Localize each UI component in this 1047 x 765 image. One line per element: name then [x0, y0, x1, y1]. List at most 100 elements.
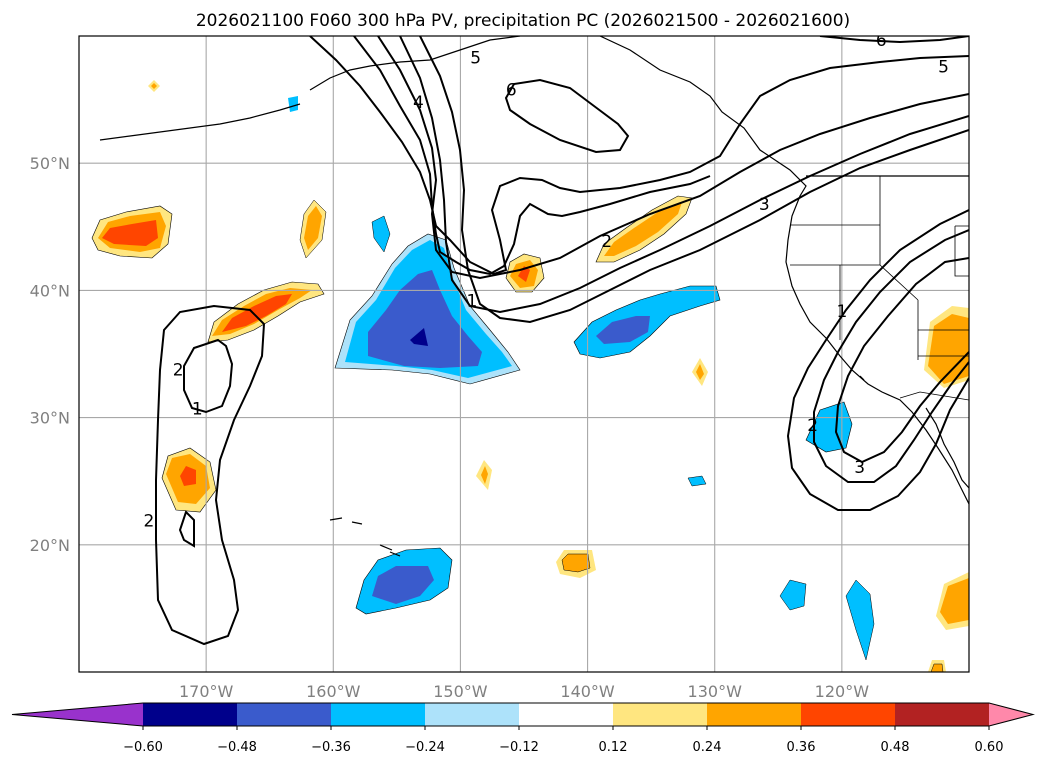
precip-region-small-blue-1 — [371, 215, 391, 253]
lat-tick-label-1: 40°N — [30, 281, 70, 300]
precip-region-west-pacific-medblue — [368, 270, 482, 368]
colorbar: −0.60 −0.48 −0.36 −0.24 −0.12 0.12 0.24 0.36 0.4… — [11, 702, 1035, 755]
lon-tick-label-2: 150°W — [433, 682, 488, 701]
guadalupe-island — [859, 375, 865, 381]
precip-region-small-orange-5-core — [696, 364, 704, 380]
pv-contours — [155, 36, 969, 646]
pv-contour-label-11: 2 — [173, 360, 184, 380]
colorbar-tick-label-6: 0.24 — [693, 740, 722, 755]
precip-region-small-orange-2-core — [561, 553, 591, 573]
pv-contour-jet-1 — [419, 36, 969, 324]
precip-region-dateline-red — [102, 220, 158, 246]
colorbar-bin-2 — [331, 703, 426, 726]
alaska-south-coast — [309, 36, 521, 91]
pv-contour-label-3: 6 — [876, 31, 887, 51]
precip-region-small-orange-4-core — [481, 466, 488, 484]
lat-tick-label-3: 20°N — [30, 536, 70, 555]
precip-region-small-orange-3-core — [940, 578, 969, 624]
pv-contour-jet-3 — [377, 36, 969, 280]
pv-contour-label-6: 2 — [601, 232, 612, 252]
precip-region-baja-blue — [805, 401, 853, 453]
lon-tick-label-0: 170°W — [179, 682, 234, 701]
pv-contour-label-10: 3 — [854, 458, 865, 478]
lon-tick-label-1: 160°W — [306, 682, 361, 701]
precip-region-central-pacific-medblue — [596, 316, 650, 344]
precip-shading — [91, 80, 969, 672]
pv-contour-label-7: 1 — [466, 292, 477, 312]
pv-contour-label-2: 4 — [413, 93, 424, 113]
colorbar-tick-label-1: −0.48 — [217, 740, 257, 755]
pv-contour-top-6 — [819, 36, 969, 44]
pv-contour-jet-4 — [353, 36, 711, 276]
mexico-border — [899, 391, 969, 401]
lon-tick-label-4: 130°W — [688, 682, 743, 701]
colorbar-extend-under — [12, 703, 143, 726]
pv-contour-western-loop-2 — [183, 338, 234, 414]
baja-peninsula-coast — [925, 407, 969, 489]
colorbar-bin-0 — [143, 703, 238, 726]
hawaiian-islands — [329, 517, 401, 557]
colorbar-bin-5 — [613, 703, 708, 726]
colorbar-tick-label-4: −0.12 — [499, 740, 539, 755]
colorbar-bin-3 — [425, 703, 520, 726]
precip-region-southwest-red — [180, 466, 196, 486]
western-us-state-lines — [790, 176, 969, 360]
pv-contour-closed-6 — [504, 78, 630, 154]
pv-contour-label-0: 5 — [470, 49, 481, 69]
chart-title: 2026021100 F060 300 hPa PV, precipitatio… — [196, 11, 850, 31]
pv-contour-label-9: 2 — [807, 416, 818, 436]
coastlines — [99, 36, 969, 557]
aleutian-islands — [99, 103, 301, 141]
longitude-ticks: 170°W 160°W 150°W 140°W 130°W 120°W — [179, 682, 869, 701]
colorbar-extend-over — [989, 703, 1033, 726]
precip-region-alaska-red — [518, 266, 530, 282]
precip-region-hawaii-medblue — [372, 566, 434, 604]
colorbar-bin-1 — [237, 703, 332, 726]
pv-contour-eastern-trough-2 — [813, 229, 969, 483]
colorbar-tick-label-3: −0.24 — [405, 740, 445, 755]
pv-contour-eastern-trough-3 — [834, 257, 969, 464]
pv-contour-jet-2 — [399, 36, 969, 314]
pv-contour-label-13: 2 — [144, 512, 155, 532]
map-background — [79, 36, 969, 672]
gridlines — [79, 36, 969, 672]
colorbar-bin-7 — [801, 703, 896, 726]
precip-region-frontal-orange — [604, 202, 682, 256]
precip-region-small-orange-7-core — [930, 663, 944, 672]
precip-region-small-blue-4 — [687, 475, 707, 487]
precip-region-small-blue-3 — [845, 579, 875, 661]
colorbar-bin-8 — [895, 703, 990, 726]
precip-region-small-blue-2 — [779, 579, 807, 611]
latitude-ticks: 50°N 40°N 30°N 20°N — [30, 154, 70, 555]
precip-region-small-blue-5 — [288, 96, 298, 112]
colorbar-tick-label-8: 0.48 — [881, 740, 910, 755]
precip-region-subtropical-red — [222, 294, 292, 332]
lat-tick-label-0: 50°N — [30, 154, 70, 173]
pv-contour-label-12: 1 — [192, 400, 203, 420]
colorbar-bin-6 — [707, 703, 802, 726]
pv-contour-label-8: 1 — [836, 302, 847, 322]
precip-region-california-orange — [928, 314, 969, 384]
precip-region-small-orange-1-core — [304, 206, 322, 250]
pv-contour-label-5: 3 — [759, 195, 770, 215]
colorbar-tick-label-0: −0.60 — [123, 740, 163, 755]
precip-region-small-orange-6-core — [151, 83, 157, 89]
lat-tick-label-2: 30°N — [30, 409, 70, 428]
north-america-west-coast — [599, 36, 969, 505]
pv-contour-label-4: 5 — [938, 58, 949, 78]
lon-tick-label-5: 120°W — [815, 682, 870, 701]
precip-region-west-pacific-darkblue — [410, 328, 428, 346]
pv-contour-eastern-trough-1 — [786, 209, 969, 511]
colorbar-tick-label-5: 0.12 — [599, 740, 628, 755]
colorbar-tick-label-7: 0.36 — [787, 740, 816, 755]
pv-contour-jet-5 — [309, 36, 969, 276]
colorbar-tick-label-2: −0.36 — [311, 740, 351, 755]
pv-contour-label-1: 6 — [506, 80, 517, 100]
map-frame — [78, 35, 970, 673]
pv-contour-western-loop-1 — [155, 304, 266, 646]
lon-tick-label-3: 140°W — [560, 682, 615, 701]
colorbar-bin-4 — [519, 703, 614, 726]
